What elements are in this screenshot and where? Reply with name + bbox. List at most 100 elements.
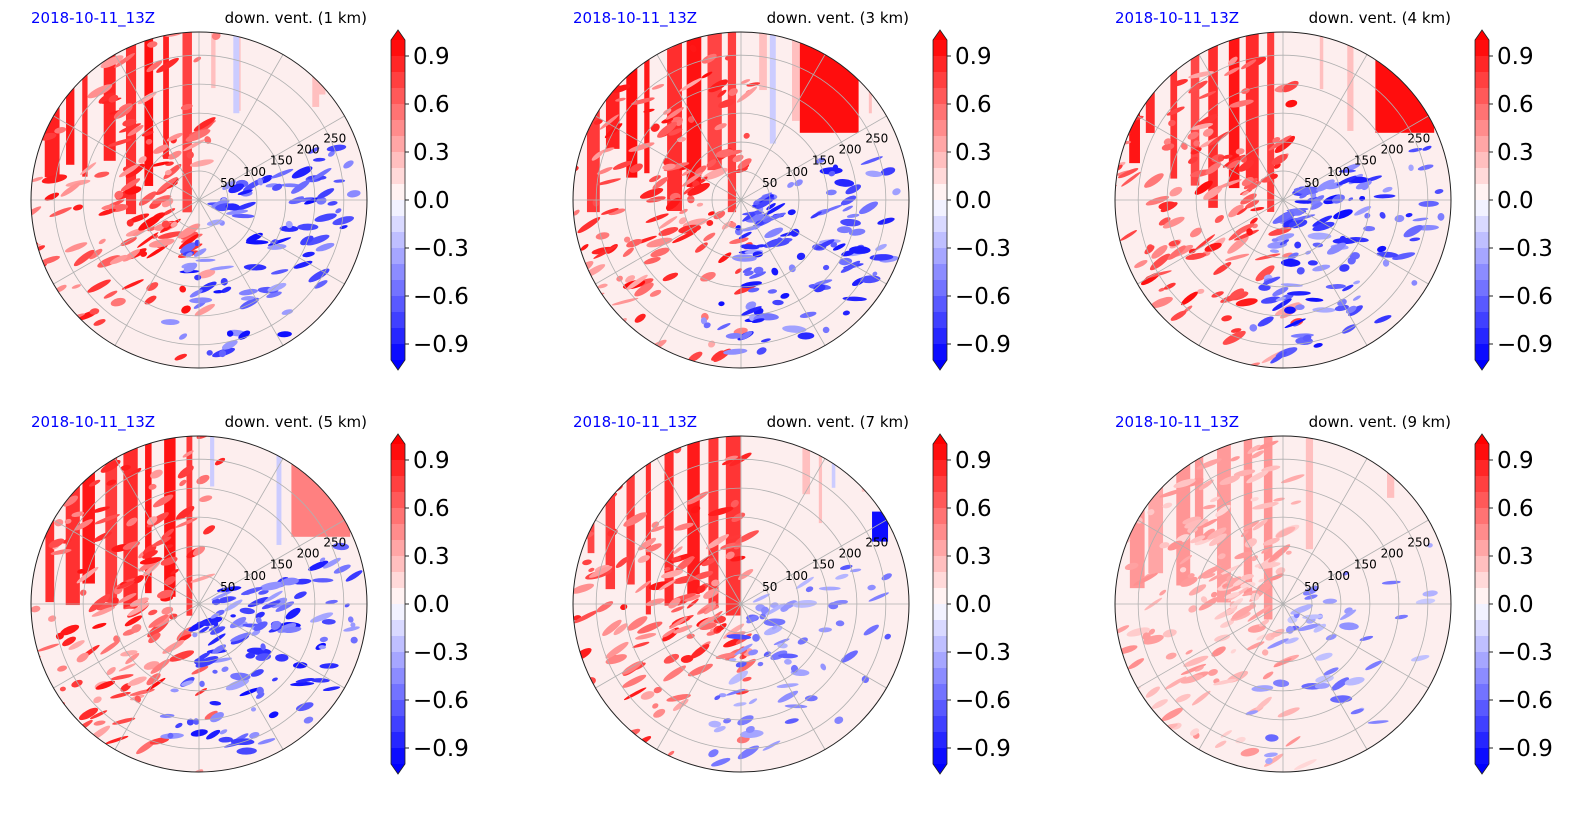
polar-outline — [30, 435, 368, 773]
red-cell — [1189, 728, 1200, 736]
blue-cell — [240, 296, 255, 301]
red-cell — [1193, 234, 1216, 252]
red-cell — [211, 32, 221, 40]
red-cell — [144, 295, 157, 305]
red-cell — [634, 313, 646, 323]
red-cell — [650, 525, 666, 533]
red-cell — [108, 94, 119, 103]
grid-spoke — [1137, 519, 1284, 605]
colorbar-level — [933, 716, 947, 733]
blue-cell — [225, 203, 241, 211]
grid-spoke — [53, 115, 200, 201]
red-cell — [1179, 555, 1193, 565]
colorbar-level — [1475, 200, 1489, 217]
faint-stripe — [211, 32, 216, 89]
blue-cell — [193, 248, 207, 257]
grid-spoke — [198, 115, 345, 201]
blue-cell — [1312, 215, 1333, 227]
colorbar-level — [391, 652, 405, 669]
colorbar-level — [391, 120, 405, 137]
radial-tick-label: 150 — [812, 154, 835, 168]
blue-cell — [795, 576, 814, 589]
blue-cell — [794, 179, 803, 187]
red-cell — [728, 149, 743, 155]
colorbar-level — [1475, 248, 1489, 265]
colorbar-level — [1475, 748, 1489, 765]
blue-cell — [183, 262, 198, 273]
blue-cell — [1272, 286, 1289, 297]
blue-cell — [1403, 224, 1423, 238]
colorbar-extend-max — [1475, 434, 1489, 444]
red-cell — [1251, 555, 1258, 562]
colorbar-level — [933, 200, 947, 217]
polar-outline — [1114, 435, 1452, 773]
red-cell — [143, 544, 157, 556]
blue-cell — [842, 310, 850, 316]
red-cell — [181, 305, 191, 314]
red-cell — [1165, 652, 1177, 660]
blue-cell — [346, 190, 361, 198]
blue-cell — [317, 188, 335, 199]
red-cell — [626, 274, 648, 291]
radial-tick-label: 200 — [297, 547, 320, 561]
blue-cell — [1305, 297, 1324, 302]
red-cell — [1224, 67, 1240, 76]
radial-tick-label: 50 — [220, 580, 235, 594]
red-cell — [1182, 516, 1202, 525]
colorbar-tick-label: −0.9 — [955, 736, 1011, 762]
red-cell — [1167, 540, 1183, 551]
red-cell — [1202, 128, 1214, 137]
red-cell — [683, 186, 694, 195]
red-cell — [1222, 154, 1246, 168]
red-cell — [138, 214, 162, 231]
blue-cell — [1294, 199, 1313, 204]
blue-cell — [799, 311, 817, 318]
red-cell — [1262, 537, 1280, 546]
radial-tick-label: 50 — [220, 176, 235, 190]
colorbar-tick-label: −0.3 — [1497, 640, 1553, 666]
red-cell — [129, 597, 149, 607]
colorbar-level — [1475, 136, 1489, 153]
red-cell — [666, 693, 691, 702]
red-cell — [1159, 488, 1185, 498]
red-cell — [180, 103, 193, 111]
red-cell — [605, 641, 629, 659]
red-stripe — [1148, 436, 1164, 574]
blue-cell — [718, 693, 727, 698]
colorbar-level — [391, 684, 405, 701]
red-cell — [1242, 190, 1249, 196]
red-cell — [573, 209, 580, 216]
red-cell — [1268, 544, 1291, 563]
colorbar-level — [391, 328, 405, 345]
red-cell — [1207, 527, 1227, 540]
red-cell — [1173, 478, 1196, 488]
blue-cell — [733, 702, 747, 707]
red-cell — [1197, 564, 1222, 579]
red-cell — [191, 666, 209, 675]
red-cell — [1202, 504, 1216, 510]
red-cell — [700, 271, 716, 282]
blue-cell — [219, 729, 228, 735]
red-cell — [1139, 70, 1159, 82]
blue-cell — [305, 234, 330, 246]
blue-cell — [1313, 342, 1323, 348]
red-cell — [637, 753, 648, 763]
grid-spoke — [198, 603, 284, 750]
blue-cell — [1322, 598, 1338, 604]
red-cell — [163, 163, 182, 180]
grid-spoke — [595, 603, 742, 689]
blue-cell — [818, 627, 832, 633]
red-cell — [556, 172, 567, 182]
red-cell — [649, 289, 662, 297]
red-cell — [682, 172, 703, 187]
colorbar-level — [933, 620, 947, 637]
blue-cell — [748, 698, 758, 705]
red-cell — [157, 231, 184, 239]
blue-cell — [180, 242, 196, 254]
colorbar-level — [1475, 344, 1489, 361]
colorbar-level — [391, 312, 405, 329]
blue-cell — [1323, 667, 1339, 676]
red-cell — [122, 541, 140, 550]
red-cell — [1208, 573, 1222, 582]
radial-tick-label: 100 — [1327, 569, 1350, 583]
